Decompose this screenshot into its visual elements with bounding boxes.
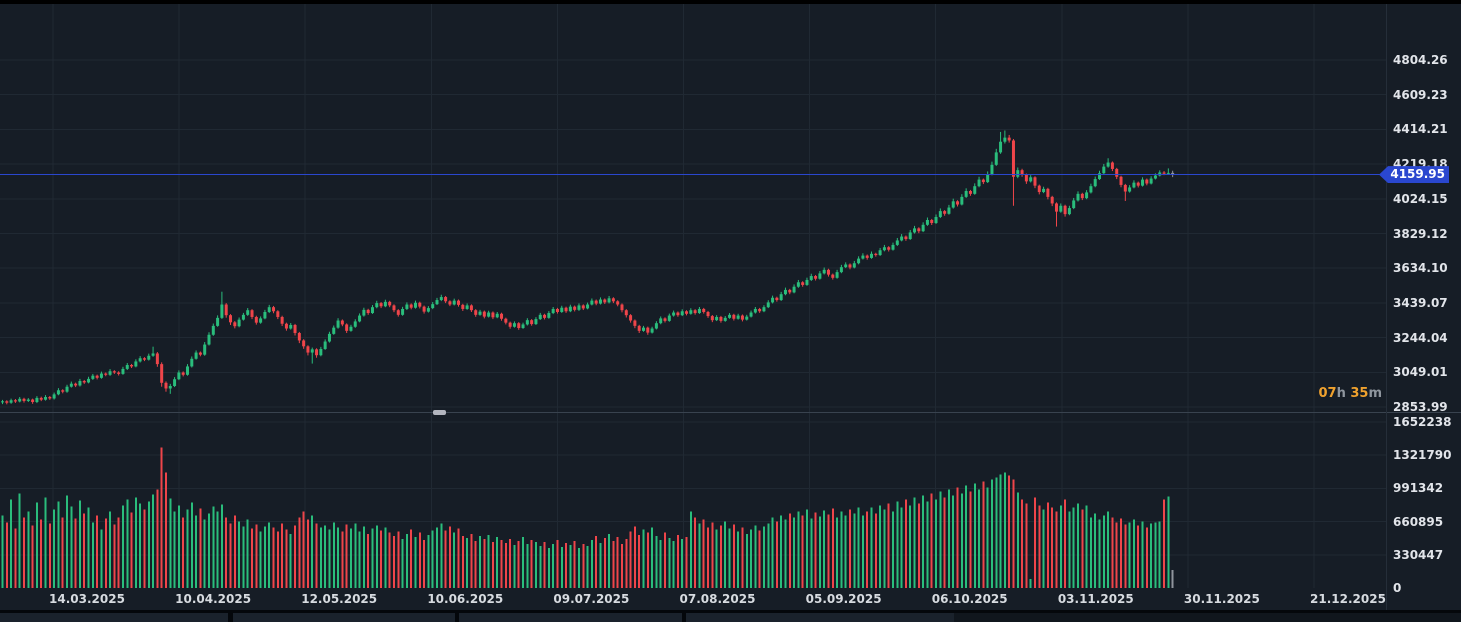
time-tick-label: 14.03.2025	[49, 592, 125, 606]
time-tick-label: 06.10.2025	[931, 592, 1008, 606]
footer-panel	[0, 613, 228, 622]
volume-tick-label: 330447	[1393, 547, 1444, 562]
price-tick-label: 4414.21	[1393, 122, 1448, 137]
footer-panel	[459, 613, 682, 622]
price-tick-label: 3439.07	[1393, 295, 1448, 310]
footer-panel-gap	[954, 613, 1461, 622]
volume-tick-label: 1321790	[1393, 448, 1452, 463]
price-tick-label: 3244.04	[1393, 330, 1448, 345]
time-tick-label: 30.11.2025	[1183, 592, 1260, 606]
time-tick-label: 05.09.2025	[805, 592, 882, 606]
price-scale[interactable]: 4804.26 4609.23 4414.21 4219.18 4024.15 3829.…	[1386, 4, 1461, 610]
volume-tick-label: 991342	[1393, 481, 1444, 496]
time-tick-label: 10.04.2025	[175, 592, 252, 606]
time-tick-label: 12.05.2025	[301, 592, 378, 606]
pane-separator-handle[interactable]	[433, 410, 446, 415]
candle-close-countdown: 07h 35m	[1318, 385, 1382, 403]
price-tick-label: 4024.15	[1393, 191, 1448, 206]
price-tick-label: 3634.10	[1393, 261, 1448, 276]
time-tick-label: 10.06.2025	[427, 592, 504, 606]
price-tick-label: 3829.12	[1393, 226, 1448, 241]
countdown-minutes: 35	[1350, 386, 1369, 401]
volume-tick-label: 1652238	[1393, 415, 1452, 429]
time-tick-label: 21.12.2025	[1310, 592, 1386, 606]
volume-tick-label: 0	[1393, 581, 1402, 595]
time-tick-label: 07.08.2025	[679, 592, 756, 606]
footer-panels-edge	[0, 610, 1461, 622]
volume-tick-label: 660895	[1393, 514, 1444, 529]
time-scale[interactable]: 14.03.2025 10.04.2025 12.05.2025 10.06.2025…	[0, 588, 1386, 610]
countdown-minutes-suffix: m	[1368, 386, 1382, 401]
time-tick-label: 09.07.2025	[553, 592, 630, 606]
countdown-hours-suffix: h	[1336, 386, 1346, 401]
last-price-label: 4159.95	[1379, 166, 1449, 184]
price-tick-label: 4804.26	[1393, 53, 1448, 67]
countdown-hours: 07	[1318, 386, 1337, 401]
time-tick-label: 03.11.2025	[1057, 592, 1134, 606]
footer-panel	[686, 613, 954, 622]
footer-panel	[233, 613, 455, 622]
price-tick-label: 4609.23	[1393, 87, 1448, 102]
price-tick-label: 3049.01	[1393, 365, 1448, 380]
price-tick-label: 2853.99	[1393, 400, 1448, 414]
window-top-edge	[0, 0, 1461, 4]
